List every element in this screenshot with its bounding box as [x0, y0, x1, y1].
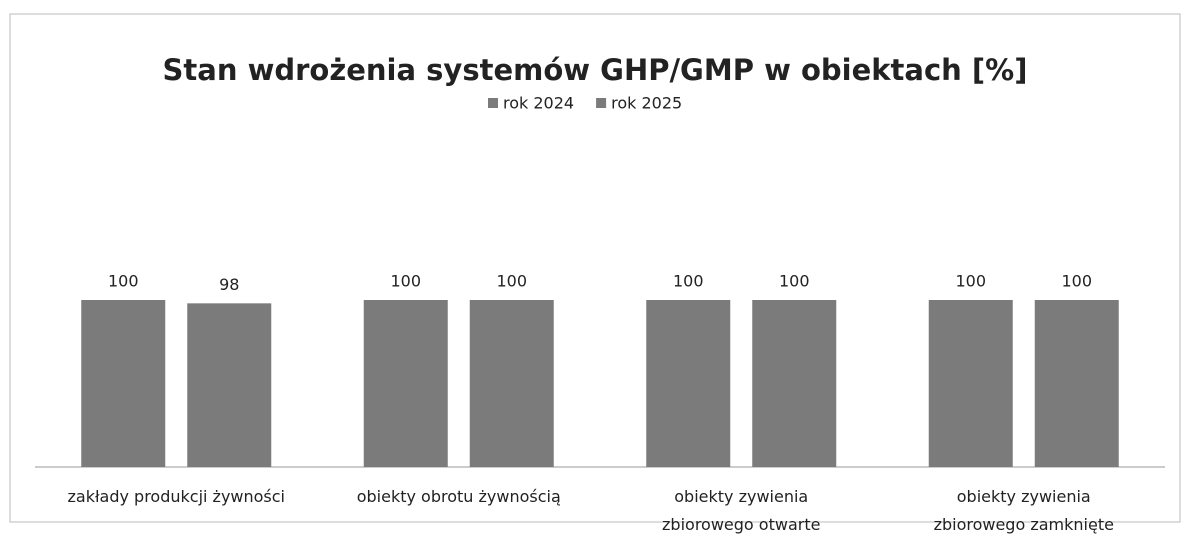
bar [363, 300, 448, 467]
x-tick-label: obiekty zywienia zbiorowego zamknięte [933, 487, 1114, 534]
chart-frame [9, 13, 1181, 523]
data-label: 100 [108, 272, 139, 291]
legend-swatch [488, 98, 498, 108]
bar [469, 300, 554, 467]
data-label: 100 [673, 272, 704, 291]
data-label: 100 [779, 272, 810, 291]
bar [928, 300, 1013, 467]
bar [752, 300, 837, 467]
legend-label: rok 2024 [503, 94, 574, 113]
bar [1034, 300, 1119, 467]
chart-title: Stan wdrożenia systemów GHP/GMP w obiekt… [163, 53, 1028, 87]
bar [81, 300, 166, 467]
data-label: 100 [390, 272, 421, 291]
data-label: 100 [496, 272, 527, 291]
data-label: 100 [1061, 272, 1092, 291]
bar [187, 303, 272, 467]
x-tick-label: obiekty obrotu żywnością [356, 487, 561, 506]
x-tick-label: zakłady produkcji żywności [67, 487, 286, 506]
legend-label: rok 2025 [611, 94, 682, 113]
legend-swatch [596, 98, 607, 108]
x-tick-label: obiekty zywienia zbiorowego otwarte [662, 487, 821, 534]
data-label: 100 [955, 272, 986, 291]
bar [646, 300, 731, 467]
data-label: 98 [219, 275, 239, 294]
